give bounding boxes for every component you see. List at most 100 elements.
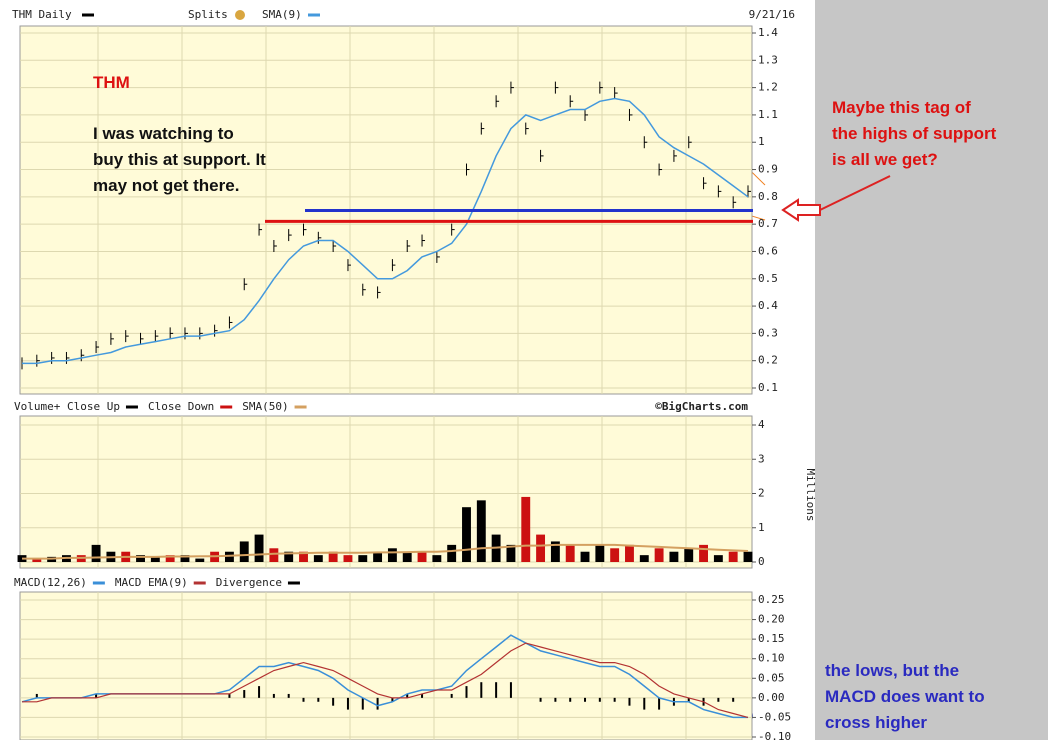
y-tick-label: -0.05	[758, 710, 791, 723]
legend-label: MACD(12,26)	[14, 576, 87, 589]
volume-bar	[521, 496, 531, 562]
volume-bar	[713, 555, 723, 562]
y-tick-label: 0.00	[758, 691, 785, 704]
volume-bar	[299, 551, 308, 562]
volume-bar	[728, 551, 738, 562]
volume-bar	[639, 555, 649, 562]
volume-bar	[699, 544, 708, 562]
y-tick-label: 1.3	[758, 53, 778, 66]
y-tick-label: 0.20	[758, 613, 785, 626]
volume-bar	[462, 507, 471, 562]
volume-bar	[313, 555, 323, 562]
volume-bar	[595, 544, 605, 562]
y-tick-label: 0.4	[758, 299, 778, 312]
volume-bar	[195, 558, 205, 562]
legend-label: Close Down	[148, 400, 214, 413]
annotation-line: Maybe this tag of	[832, 98, 971, 117]
series-line	[22, 97, 749, 365]
annotation: THM	[93, 73, 130, 92]
annotation-line: cross higher	[825, 713, 928, 732]
y-tick-label: 0	[758, 555, 765, 568]
volume-bar	[432, 555, 442, 562]
y-tick-label: 0.05	[758, 671, 785, 684]
plot-area	[19, 591, 753, 740]
plot-area	[19, 415, 753, 569]
series-line	[22, 642, 749, 718]
y-tick-label: 0.25	[758, 593, 785, 606]
volume-bar	[506, 544, 516, 562]
note: I was watching to buy this at support. It…	[93, 121, 266, 199]
y-tick-label: 0.9	[758, 163, 778, 176]
y-tick-label: 0.10	[758, 652, 785, 665]
legend-label: MACD EMA(9)	[115, 576, 188, 589]
y-tick-label: 0.8	[758, 190, 778, 203]
volume-bar	[239, 541, 249, 562]
y-tick-label: 2	[758, 487, 765, 500]
volume-bar	[284, 551, 294, 562]
volume-bar	[402, 551, 412, 562]
y-tick-label: 4	[758, 418, 765, 431]
question: Maybe this tag of the highs of support is …	[832, 95, 996, 173]
volume-bar	[580, 551, 590, 562]
ticker-note: THM	[93, 70, 130, 96]
volume-bar	[358, 555, 368, 562]
y-axis-label: Millions	[804, 469, 817, 522]
volume-bar	[669, 551, 679, 562]
annotation-line: the highs of support	[832, 124, 997, 143]
volume-bar	[654, 548, 664, 562]
volume-bar	[625, 544, 634, 562]
volume-bar	[743, 551, 753, 562]
legend-label: Divergence	[216, 576, 282, 589]
volume-bar	[254, 534, 264, 562]
volume-bar	[165, 555, 175, 562]
legend-label: Splits	[188, 8, 228, 21]
annotation-line: I was watching to	[93, 124, 234, 143]
volume-bar	[387, 548, 397, 562]
annotation-line: the lows, but the	[825, 661, 960, 680]
volume-bar	[684, 548, 694, 562]
chart-title: THM Daily	[12, 8, 72, 21]
volume-bar	[180, 555, 190, 562]
legend-label: SMA(50)	[242, 400, 288, 413]
annotation-line: buy this at support. It	[93, 150, 266, 169]
y-tick-label: 0.7	[758, 217, 778, 230]
legend-swatch	[235, 10, 245, 20]
volume-bar	[136, 555, 145, 562]
volume-bar	[550, 541, 560, 562]
annotation-line: MACD does want to	[825, 687, 985, 706]
series-line	[22, 543, 749, 560]
y-tick-label: -0.10	[758, 730, 791, 740]
annotation-line: is all we get?	[832, 150, 938, 169]
y-tick-label: 1	[758, 521, 765, 534]
credit: ©BigCharts.com	[655, 400, 748, 413]
volume-bar	[536, 534, 546, 562]
volume-bar	[343, 555, 353, 562]
volume-bar	[565, 544, 575, 562]
volume-bar	[610, 548, 620, 562]
y-tick-label: 0.1	[758, 381, 778, 394]
annotation-line: may not get there.	[93, 176, 240, 195]
volume-bar	[328, 551, 338, 562]
y-tick-label: 0.6	[758, 244, 778, 257]
volume-bar	[476, 500, 486, 562]
y-tick-label: 1.2	[758, 81, 778, 94]
volume-bar	[224, 551, 234, 562]
volume-bar	[269, 548, 279, 562]
volume-bar	[373, 551, 383, 562]
y-tick-label: 0.2	[758, 354, 778, 367]
legend-label: SMA(9)	[262, 8, 302, 21]
volume-bar	[150, 556, 160, 562]
y-tick-label: 1.4	[758, 26, 778, 39]
volume-bar	[417, 551, 427, 562]
y-tick-label: 3	[758, 452, 765, 465]
y-tick-label: 1	[758, 135, 765, 148]
arrow	[819, 175, 891, 211]
chart-date: 9/21/16	[749, 8, 795, 21]
y-tick-label: 0.3	[758, 326, 778, 339]
macd-note: the lows, but the MACD does want to cross …	[825, 658, 985, 736]
y-tick-label: 0.5	[758, 272, 778, 285]
y-tick-label: 0.15	[758, 632, 785, 645]
volume-bar	[91, 544, 101, 562]
